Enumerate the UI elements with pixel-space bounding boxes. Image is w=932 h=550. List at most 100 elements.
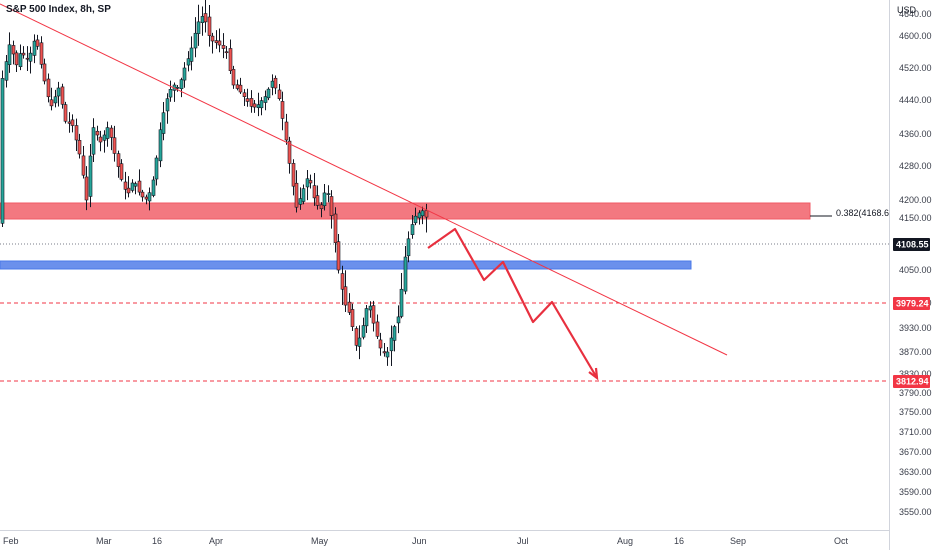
- candle-body: [207, 16, 212, 36]
- candle-body: [21, 52, 26, 56]
- candle-body: [116, 153, 121, 167]
- candle-body: [396, 316, 401, 324]
- candle-body: [312, 185, 317, 199]
- time-tick-label: May: [311, 536, 329, 546]
- symbol-title: S&P 500 Index, 8h, SP: [6, 4, 111, 15]
- candle-body: [217, 40, 222, 46]
- time-tick-label: Aug: [617, 536, 633, 546]
- candle-body: [378, 339, 383, 349]
- candle-body: [329, 196, 334, 216]
- price-tick-label: 4360.00: [899, 129, 932, 139]
- candle-body: [343, 286, 348, 306]
- candle-body: [364, 308, 369, 327]
- candle-body: [14, 52, 19, 66]
- candle-body: [91, 127, 96, 155]
- candle-body: [18, 53, 23, 68]
- candle-body: [308, 180, 313, 184]
- price-tick-label: 4440.00: [899, 95, 932, 105]
- candle-body: [144, 196, 149, 200]
- candle-body: [270, 80, 275, 88]
- candle-body: [88, 155, 93, 197]
- candle-body: [294, 182, 299, 208]
- candle-body: [35, 39, 40, 47]
- candle-body: [196, 21, 201, 34]
- candle-body: [130, 182, 135, 191]
- candle-body: [371, 305, 376, 324]
- candle-body: [301, 188, 306, 202]
- price-tick-label: 3590.00: [899, 487, 932, 497]
- candle-body: [224, 51, 229, 54]
- candle-body: [392, 326, 397, 341]
- candle-body: [256, 104, 261, 109]
- candle-body: [32, 40, 37, 56]
- candle-body: [74, 125, 79, 141]
- candle-body: [109, 127, 114, 138]
- price-tick-label: 3930.00: [899, 323, 932, 333]
- price-tag-3979.24: [893, 297, 930, 310]
- price-tick-label: 3790.00: [899, 388, 932, 398]
- candle-body: [147, 192, 152, 202]
- candle-body: [98, 136, 103, 143]
- candle-body: [231, 69, 236, 86]
- candle-body: [315, 195, 320, 206]
- time-axis[interactable]: Feb Mar 16 Apr May Jun Jul Aug 16 Sep Oct: [0, 530, 889, 550]
- candle-body: [189, 47, 194, 62]
- candle-body: [56, 87, 61, 97]
- price-tag-label: 3979.24: [896, 299, 929, 309]
- candle-body: [165, 98, 170, 112]
- candle-body: [410, 224, 415, 235]
- candle-body: [70, 119, 75, 126]
- candle-body: [203, 13, 208, 23]
- candle-body: [39, 42, 44, 65]
- candle-body: [249, 98, 254, 107]
- candle-body: [347, 301, 352, 313]
- price-tick-label: 3750.00: [899, 407, 932, 417]
- candle-body: [266, 88, 271, 99]
- candle-body: [193, 32, 198, 49]
- time-tick-label: Sep: [730, 536, 746, 546]
- candle-body: [238, 84, 243, 93]
- level-lines: 0.382(4168.63): [0, 208, 897, 382]
- candle-body: [354, 328, 359, 346]
- price-tag-label: 3812.94: [896, 377, 929, 387]
- candle-body: [287, 140, 292, 164]
- candle-body: [7, 44, 12, 65]
- projection-arrowhead: [588, 367, 599, 381]
- candle-body: [53, 96, 58, 104]
- candle-body: [63, 104, 68, 122]
- price-axis[interactable]: 4640.00 4600.00 4520.00 4440.00 4360.00 4280.…: [889, 0, 932, 550]
- candle-body: [28, 52, 33, 62]
- candle-body: [361, 325, 366, 338]
- candle-body: [161, 112, 166, 134]
- candle-series: [0, 0, 429, 366]
- candle-body: [67, 121, 72, 124]
- candle-body: [235, 84, 240, 89]
- candle-body: [133, 183, 138, 187]
- projection-path: [427, 227, 598, 379]
- price-tick-label: 4200.00: [899, 195, 932, 205]
- candle-body: [368, 305, 373, 311]
- candle-body: [403, 256, 408, 292]
- candle-body: [102, 134, 107, 141]
- candle-body: [46, 78, 51, 98]
- candle-body: [385, 351, 390, 358]
- time-tick-label: Jun: [412, 536, 427, 546]
- candle-body: [179, 79, 184, 90]
- candle-body: [210, 35, 215, 42]
- currency-label: USD: [897, 5, 917, 15]
- candle-body: [319, 204, 324, 209]
- candle-body: [11, 45, 16, 55]
- zone-layer: [0, 202, 811, 270]
- price-tag-3812.94: [893, 375, 930, 388]
- candle-body: [60, 86, 65, 105]
- candle-body: [228, 48, 233, 71]
- time-axis-bg: [0, 530, 889, 550]
- price-tick-label: 4600.00: [899, 31, 932, 41]
- candle-body: [95, 130, 100, 136]
- candle-body: [350, 309, 355, 327]
- candle-body: [277, 89, 282, 99]
- price-tick-label: 4280.00: [899, 161, 932, 171]
- candle-body: [186, 58, 191, 66]
- candle-body: [413, 215, 418, 224]
